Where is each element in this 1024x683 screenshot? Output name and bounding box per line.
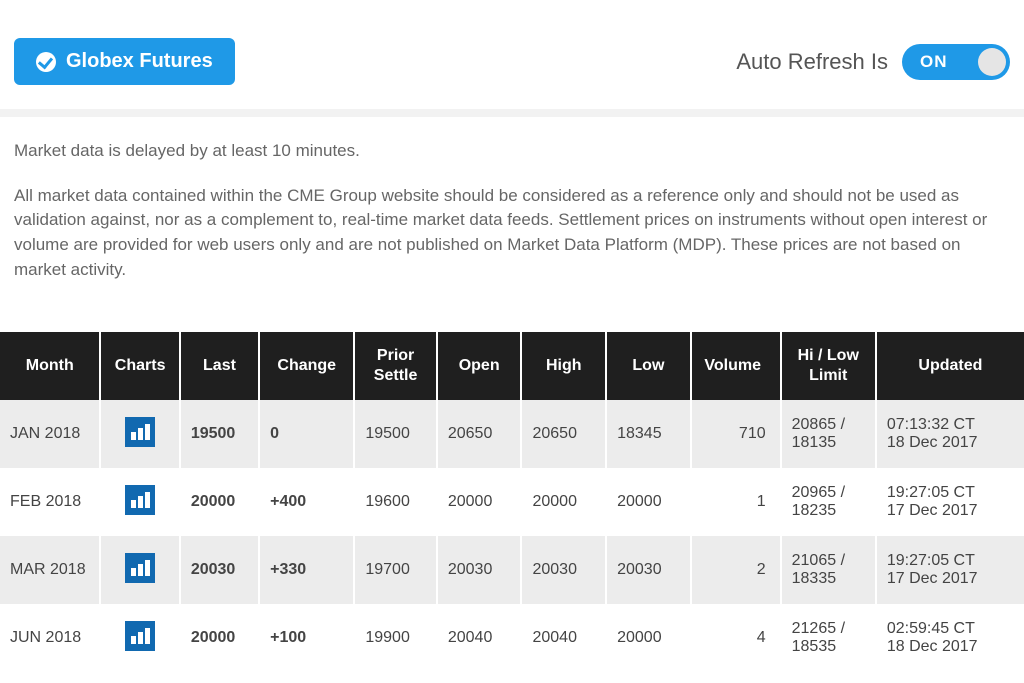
cell-charts	[100, 400, 179, 468]
table-row: MAR 201820030+33019700200302003020030221…	[0, 536, 1024, 604]
quotes-table: Month Charts Last Change Prior Settle Op…	[0, 332, 1024, 672]
cell-prior-settle: 19500	[354, 400, 437, 468]
chart-icon[interactable]	[125, 417, 155, 447]
cell-prior-settle: 19900	[354, 604, 437, 672]
col-month[interactable]: Month	[0, 332, 100, 400]
col-last[interactable]: Last	[180, 332, 259, 400]
cell-month: FEB 2018	[0, 468, 100, 536]
cell-low: 18345	[606, 400, 691, 468]
cell-updated: 19:27:05 CT17 Dec 2017	[876, 468, 1024, 536]
cell-open: 20650	[437, 400, 522, 468]
toggle-knob	[978, 48, 1006, 76]
col-open[interactable]: Open	[437, 332, 522, 400]
cell-change: +330	[259, 536, 354, 604]
cell-low: 20000	[606, 604, 691, 672]
top-bar: Globex Futures Auto Refresh Is ON	[0, 0, 1024, 109]
auto-refresh-toggle[interactable]: ON	[902, 44, 1010, 80]
cell-last: 19500	[180, 400, 259, 468]
cell-updated: 02:59:45 CT18 Dec 2017	[876, 604, 1024, 672]
cell-month: MAR 2018	[0, 536, 100, 604]
table-row: JAN 201819500019500206502065018345710208…	[0, 400, 1024, 468]
cell-change: 0	[259, 400, 354, 468]
cell-charts	[100, 604, 179, 672]
disclaimer-block: Market data is delayed by at least 10 mi…	[0, 117, 1024, 332]
cell-open: 20000	[437, 468, 522, 536]
cell-change: +400	[259, 468, 354, 536]
cell-charts	[100, 536, 179, 604]
chart-icon[interactable]	[125, 485, 155, 515]
cell-change: +100	[259, 604, 354, 672]
globex-futures-label: Globex Futures	[66, 50, 213, 73]
quotes-table-head: Month Charts Last Change Prior Settle Op…	[0, 332, 1024, 400]
table-row: FEB 201820000+40019600200002000020000120…	[0, 468, 1024, 536]
cell-high: 20030	[521, 536, 606, 604]
chart-icon[interactable]	[125, 553, 155, 583]
cell-volume: 1	[691, 468, 781, 536]
col-change[interactable]: Change	[259, 332, 354, 400]
auto-refresh-group: Auto Refresh Is ON	[736, 44, 1010, 80]
col-limit[interactable]: Hi / Low Limit	[781, 332, 876, 400]
cell-high: 20650	[521, 400, 606, 468]
cell-volume: 2	[691, 536, 781, 604]
col-volume[interactable]: Volume	[691, 332, 781, 400]
check-circle-icon	[36, 52, 56, 72]
cell-updated: 19:27:05 CT17 Dec 2017	[876, 536, 1024, 604]
auto-refresh-label: Auto Refresh Is	[736, 49, 888, 75]
cell-prior-settle: 19600	[354, 468, 437, 536]
chart-icon[interactable]	[125, 621, 155, 651]
cell-prior-settle: 19700	[354, 536, 437, 604]
cell-month: JAN 2018	[0, 400, 100, 468]
cell-volume: 710	[691, 400, 781, 468]
cell-low: 20000	[606, 468, 691, 536]
toggle-state-label: ON	[920, 52, 948, 72]
col-prior-settle[interactable]: Prior Settle	[354, 332, 437, 400]
disclaimer-line-1: Market data is delayed by at least 10 mi…	[14, 139, 1010, 164]
cell-high: 20040	[521, 604, 606, 672]
col-low[interactable]: Low	[606, 332, 691, 400]
cell-updated: 07:13:32 CT18 Dec 2017	[876, 400, 1024, 468]
cell-open: 20030	[437, 536, 522, 604]
col-high[interactable]: High	[521, 332, 606, 400]
table-row: JUN 201820000+10019900200402004020000421…	[0, 604, 1024, 672]
cell-high: 20000	[521, 468, 606, 536]
cell-open: 20040	[437, 604, 522, 672]
col-updated[interactable]: Updated	[876, 332, 1024, 400]
cell-limit: 21265 / 18535	[781, 604, 876, 672]
cell-month: JUN 2018	[0, 604, 100, 672]
globex-futures-button[interactable]: Globex Futures	[14, 38, 235, 85]
cell-last: 20030	[180, 536, 259, 604]
cell-low: 20030	[606, 536, 691, 604]
disclaimer-line-2: All market data contained within the CME…	[14, 184, 1010, 283]
cell-limit: 21065 / 18335	[781, 536, 876, 604]
cell-charts	[100, 468, 179, 536]
cell-limit: 20965 / 18235	[781, 468, 876, 536]
cell-volume: 4	[691, 604, 781, 672]
cell-limit: 20865 / 18135	[781, 400, 876, 468]
divider	[0, 109, 1024, 117]
cell-last: 20000	[180, 604, 259, 672]
col-charts[interactable]: Charts	[100, 332, 179, 400]
quotes-table-body: JAN 201819500019500206502065018345710208…	[0, 400, 1024, 672]
cell-last: 20000	[180, 468, 259, 536]
